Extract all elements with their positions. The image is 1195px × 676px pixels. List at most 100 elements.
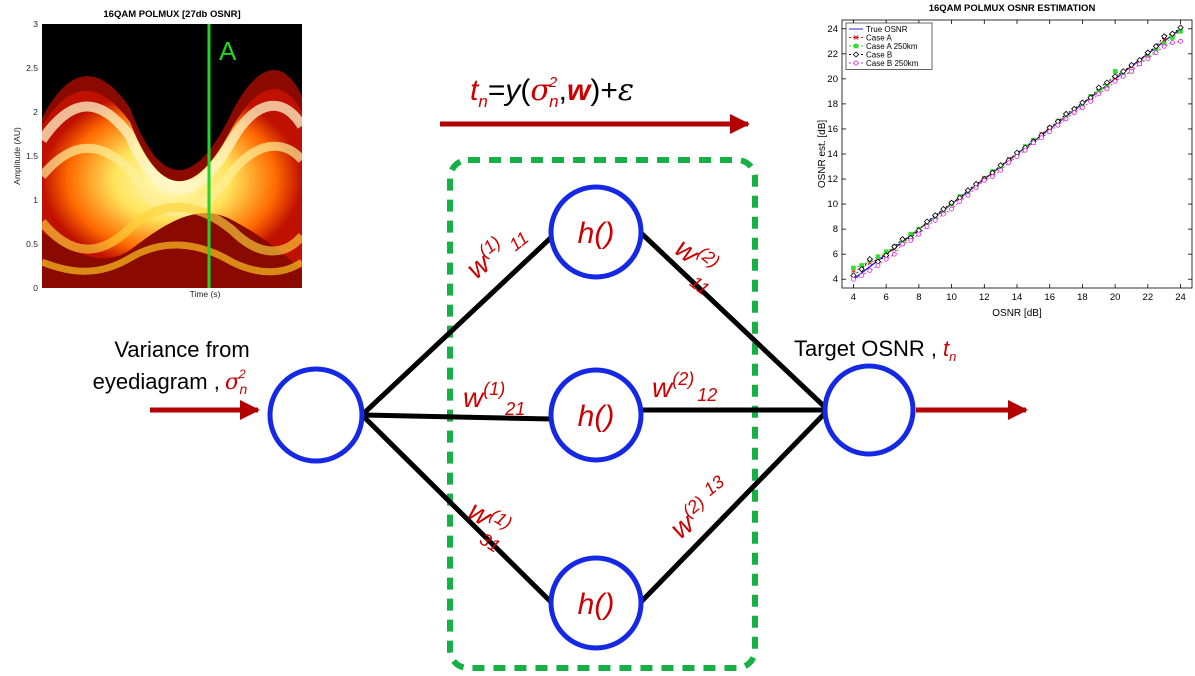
series-point-case-b-250km xyxy=(875,263,881,268)
link-h3-output xyxy=(637,407,831,606)
series-point-case-a-250km xyxy=(851,265,856,271)
osnr-ytick-label: 8 xyxy=(833,224,838,235)
series-point-case-b-250km xyxy=(932,217,938,223)
hidden-node-3 xyxy=(548,555,644,651)
eye-diagram-panel: 16QAM POLMUX [27db OSNR] 0 0.5 1 1.5 2 2… xyxy=(12,9,302,299)
input-node xyxy=(267,366,365,464)
osnr-xtick-label: 10 xyxy=(946,292,957,303)
network-nodes xyxy=(267,184,916,651)
model-formula: tn=y(σ2 n,w)+ε xyxy=(440,73,750,134)
hidden-node-3-label: h() xyxy=(578,588,615,621)
osnr-ytick-label: 16 xyxy=(827,124,838,135)
series-point-case-b-250km xyxy=(1063,116,1069,122)
series-point-case-b-250km xyxy=(1080,105,1085,111)
osnr-ytick-label: 6 xyxy=(833,249,838,260)
weight-w11-layer1: w(1)11 xyxy=(459,217,533,285)
series-point-case-b-250km xyxy=(1129,68,1134,74)
formula-text: tn=y(σ2 n,w)+ε xyxy=(470,73,634,111)
legend-marker xyxy=(853,60,859,66)
series-point-case-b-250km xyxy=(916,231,922,237)
series-point-case-a-250km xyxy=(875,254,881,259)
eye-diagram-title: 16QAM POLMUX [27db OSNR] xyxy=(103,9,240,20)
series-point-case-b-250km xyxy=(1022,147,1028,153)
osnr-xtick-label: 6 xyxy=(884,292,889,303)
eye-diagram-traces xyxy=(42,70,302,288)
eye-ytick: 0.5 xyxy=(26,239,38,249)
series-point-case-b-250km xyxy=(1096,91,1102,97)
series-point-case-b-250km xyxy=(900,241,905,247)
hidden-node-2-label: h() xyxy=(578,400,615,433)
series-point-case-b xyxy=(1120,68,1127,75)
input-label-line2: eyediagram , σ2 n xyxy=(93,367,248,397)
hidden-node-1 xyxy=(548,184,644,280)
eye-x-axis-label: Time (s) xyxy=(190,289,221,299)
series-point-case-b xyxy=(1161,33,1168,40)
weight-w31-layer1: w(1)31 xyxy=(455,494,517,556)
series-point-case-b-250km xyxy=(957,199,963,204)
eye-ytick: 3 xyxy=(33,19,38,29)
weight-w12-layer2: w(2)12 xyxy=(652,369,717,405)
eye-ytick: 2 xyxy=(33,107,38,117)
series-point-case-b xyxy=(1177,24,1184,31)
osnr-ytick-label: 22 xyxy=(827,49,838,60)
hidden-node-1-label: h() xyxy=(578,217,615,250)
series-point-case-b xyxy=(899,235,906,243)
eye-ytick: 1.5 xyxy=(26,151,38,161)
series-point-case-b-250km xyxy=(998,167,1004,173)
osnr-xtick-label: 24 xyxy=(1175,292,1186,303)
osnr-y-axis: 4 6 8 10 12 14 16 18 20 22 24 xyxy=(827,24,1192,285)
series-line-case-b xyxy=(853,27,1181,276)
eye-y-axis: 0 0.5 1 1.5 2 2.5 3 xyxy=(26,19,38,293)
link-input-h2 xyxy=(359,412,555,422)
osnr-ytick-label: 12 xyxy=(827,174,838,185)
hidden-node-labels: h() h() h() xyxy=(578,217,615,621)
legend-marker xyxy=(853,35,859,40)
legend-marker xyxy=(853,43,859,49)
osnr-x-axis-label: OSNR [dB] xyxy=(992,308,1042,319)
series-point-case-b-250km xyxy=(1169,40,1175,45)
osnr-ytick-label: 10 xyxy=(827,199,838,210)
series-point-case-b-250km xyxy=(973,185,979,191)
series-point-case-b-250km xyxy=(1055,122,1061,128)
link-input-h1 xyxy=(359,229,560,418)
series-point-case-b xyxy=(866,256,873,263)
osnr-xtick-label: 22 xyxy=(1143,292,1154,303)
series-point-case-a-250km xyxy=(1112,69,1118,74)
series-point-case-b xyxy=(923,218,931,225)
series-point-case-b-250km xyxy=(1112,78,1118,84)
osnr-ytick-label: 20 xyxy=(827,74,838,85)
series-point-case-b-250km xyxy=(883,256,889,262)
series-point-case-b xyxy=(997,162,1004,169)
series-case-b xyxy=(850,24,1184,279)
series-point-case-b xyxy=(858,266,865,273)
series-point-case-b-250km xyxy=(1014,154,1020,159)
output-label: Target OSNR , tn xyxy=(794,336,956,364)
hidden-layer-box xyxy=(447,157,758,671)
series-point-case-b-250km xyxy=(1104,86,1110,92)
eye-ytick: 2.5 xyxy=(26,63,38,73)
osnr-chart: 16QAM POLMUX OSNR ESTIMATION 4 6 8 10 12 14 16… xyxy=(817,3,1193,319)
series-point-case-b-250km xyxy=(859,273,865,278)
series-point-case-b-250km xyxy=(1006,160,1012,166)
legend-marker xyxy=(852,51,860,58)
series-point-case-b-250km xyxy=(941,211,946,217)
series-line-case-a xyxy=(853,29,1181,271)
series-point-case-b xyxy=(1103,79,1111,86)
series-point-case-b-250km xyxy=(908,238,914,243)
osnr-xtick-label: 20 xyxy=(1110,292,1121,303)
series-point-case-b-250km xyxy=(1088,99,1093,104)
osnr-xtick-label: 8 xyxy=(916,292,921,303)
series-point-case-b-250km xyxy=(1047,129,1053,134)
series-case-b-250km xyxy=(851,38,1183,282)
legend-label: Case B xyxy=(866,51,892,60)
series-point-case-b xyxy=(932,212,939,219)
hidden-node-2 xyxy=(548,367,644,463)
eye-ytick: 0 xyxy=(33,283,38,293)
series-point-case-b-250km xyxy=(1145,56,1151,62)
series-point-case-b-250km xyxy=(1137,61,1143,67)
series-point-case-b xyxy=(1111,73,1119,80)
legend-label: Case A xyxy=(866,34,892,43)
series-point-case-b-250km xyxy=(981,177,987,183)
